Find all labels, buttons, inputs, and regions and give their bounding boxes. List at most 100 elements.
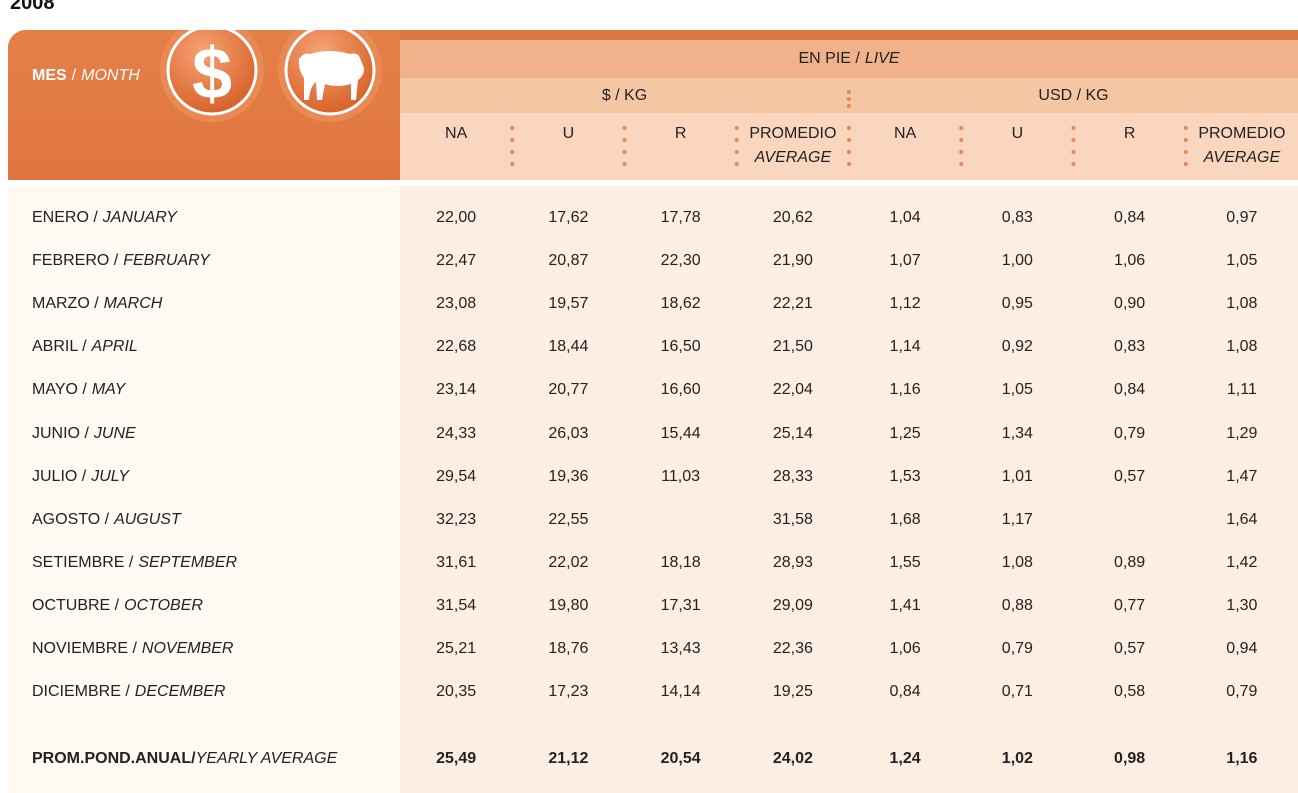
cell: 31,61 bbox=[436, 553, 477, 571]
label-es: ENERO / bbox=[32, 209, 98, 226]
table: MES / MONTH $ EN PIE / LIVE $ / KG NA U R PROMEDIO… bbox=[8, 30, 1298, 793]
cell: 0,89 bbox=[1114, 553, 1146, 571]
cell: 1,08 bbox=[1226, 338, 1258, 356]
cell: 1,14 bbox=[889, 338, 921, 356]
icon-currency: $ bbox=[191, 34, 233, 114]
row-label: DICIEMBRE / DECEMBER bbox=[32, 683, 225, 701]
row-label: MARZO / MARCH bbox=[32, 295, 162, 313]
cell: 24,02 bbox=[772, 750, 813, 767]
separator-dot bbox=[510, 150, 515, 154]
column-header: NA bbox=[445, 125, 468, 142]
row-label: MAYO / MAY bbox=[32, 381, 125, 399]
cell: 18,76 bbox=[548, 640, 589, 657]
cell: 1,41 bbox=[889, 596, 921, 614]
label-en: JULY bbox=[91, 467, 129, 485]
separator-dot bbox=[959, 126, 964, 130]
cell: 0,92 bbox=[1001, 338, 1033, 356]
row-label: PROM.POND.ANUAL/YEARLY AVERAGE bbox=[32, 750, 337, 768]
label-es: JULIO / bbox=[32, 467, 87, 485]
cell: 25,21 bbox=[436, 640, 477, 657]
cell: 20,35 bbox=[436, 683, 477, 701]
column-header: NA bbox=[894, 125, 917, 142]
cell: 0,83 bbox=[1114, 338, 1146, 356]
label-en: APRIL bbox=[91, 338, 138, 356]
cell: 0,79 bbox=[1001, 640, 1033, 657]
month-es: MES bbox=[32, 67, 67, 84]
label-en: JUNE bbox=[93, 424, 136, 442]
separator-dot bbox=[847, 162, 851, 166]
cell: 22,30 bbox=[660, 252, 701, 270]
cell: 29,54 bbox=[436, 467, 477, 485]
separator-dot bbox=[734, 150, 739, 154]
cell: 22,00 bbox=[436, 209, 477, 226]
cell: 25,14 bbox=[772, 424, 813, 442]
separator-dot bbox=[1183, 126, 1188, 130]
separator-dot bbox=[847, 97, 851, 101]
cell: 0,84 bbox=[1114, 209, 1146, 226]
cell: 21,90 bbox=[772, 252, 813, 270]
separator-dot bbox=[1183, 150, 1188, 154]
cell: 21,50 bbox=[772, 338, 813, 356]
separator-dot bbox=[510, 126, 515, 130]
separator-dot bbox=[734, 126, 739, 130]
separator-dot bbox=[622, 126, 627, 130]
cell: 0,71 bbox=[1001, 683, 1033, 701]
cell: 0,79 bbox=[1226, 683, 1258, 701]
cell: 25,49 bbox=[436, 750, 477, 767]
cell: 11,03 bbox=[661, 467, 701, 485]
cell: 1,17 bbox=[1001, 510, 1033, 528]
label-en: MAY bbox=[91, 381, 126, 399]
decoration bbox=[160, 30, 1188, 166]
icon-bull bbox=[298, 51, 364, 100]
label-en: AUGUST bbox=[114, 510, 181, 528]
cell: 1,16 bbox=[1226, 750, 1258, 767]
cell: 0,84 bbox=[1114, 381, 1146, 399]
separator-dot bbox=[622, 150, 627, 154]
cell: 17,23 bbox=[548, 683, 589, 701]
cell: 18,18 bbox=[660, 553, 701, 571]
separator-dot bbox=[847, 138, 851, 142]
cell: 1,04 bbox=[889, 209, 921, 226]
column-header: PROMEDIO bbox=[1198, 125, 1286, 142]
label-en: DECEMBER bbox=[134, 683, 226, 701]
cell: 21,12 bbox=[548, 750, 589, 767]
cell: 18,62 bbox=[660, 295, 701, 313]
cell: 31,54 bbox=[436, 596, 477, 614]
cell: 1,06 bbox=[1114, 252, 1146, 270]
cell: 1,68 bbox=[889, 510, 921, 528]
label-es: OCTUBRE / bbox=[32, 596, 120, 614]
cell: 22,47 bbox=[436, 252, 477, 270]
data-area bbox=[400, 186, 1298, 793]
cell: 1,42 bbox=[1226, 553, 1258, 571]
cell: 1,47 bbox=[1226, 467, 1258, 485]
separator-dot bbox=[847, 150, 851, 154]
cell: 1,06 bbox=[889, 640, 921, 657]
cell: 29,09 bbox=[772, 596, 813, 614]
cell: 22,55 bbox=[548, 510, 589, 528]
group-header: $ / KG bbox=[601, 87, 648, 104]
label-es: FEBRERO / bbox=[32, 252, 119, 270]
label-en: OCTOBER bbox=[124, 596, 203, 614]
cell: 31,58 bbox=[772, 510, 813, 528]
row-label: JUNIO / JUNE bbox=[32, 425, 136, 443]
separator-dot bbox=[959, 150, 964, 154]
separator-dot bbox=[847, 104, 851, 108]
cell: 1,08 bbox=[1226, 295, 1258, 313]
cell: 0,84 bbox=[889, 683, 921, 701]
cell: 1,05 bbox=[1001, 381, 1033, 399]
label-es: NOVIEMBRE / bbox=[32, 640, 137, 657]
cell: 24,33 bbox=[436, 424, 477, 442]
cell: 1,02 bbox=[1001, 750, 1033, 767]
cell: 1,25 bbox=[889, 424, 921, 442]
row-label: AGOSTO / AUGUST bbox=[32, 511, 181, 529]
cell: 1,55 bbox=[889, 553, 921, 571]
cell: 0,57 bbox=[1114, 640, 1146, 657]
cell: 16,60 bbox=[660, 381, 701, 399]
cell: 17,62 bbox=[548, 209, 589, 226]
cell: 20,87 bbox=[548, 252, 589, 270]
separator-dot bbox=[510, 162, 515, 166]
cell: 16,50 bbox=[660, 338, 701, 356]
cell: 0,58 bbox=[1114, 683, 1146, 701]
cell: 0,57 bbox=[1114, 467, 1146, 485]
separator-dot bbox=[1071, 126, 1076, 130]
